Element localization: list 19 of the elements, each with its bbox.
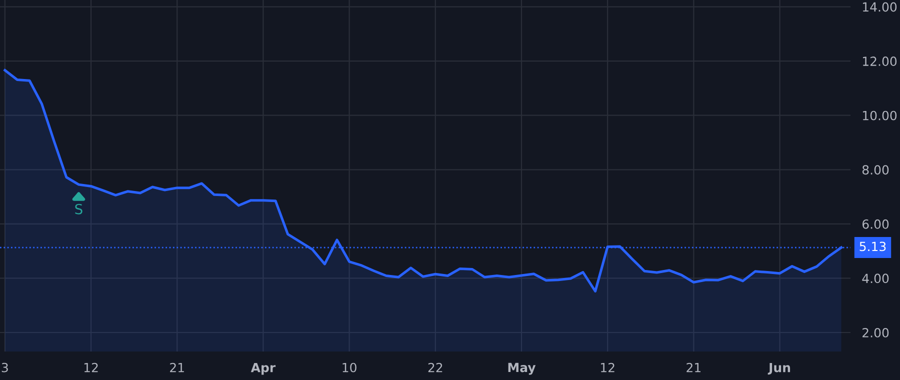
- x-tick-label: Apr: [250, 362, 276, 375]
- y-tick-label: 10.00: [862, 110, 897, 120]
- x-tick-label: 21: [170, 362, 184, 372]
- x-tick-label: 12: [601, 362, 614, 372]
- x-tick-label: Jun: [768, 362, 790, 375]
- x-tick-label: 3: [2, 362, 8, 372]
- x-tick-label: 22: [428, 362, 442, 372]
- ref-line-label: 5.13: [860, 242, 886, 252]
- x-tick-label: 21: [686, 362, 700, 372]
- x-tick-label: May: [508, 362, 536, 375]
- x-tick-label: 12: [84, 362, 98, 372]
- annotation: S: [75, 204, 82, 214]
- x-tick-label: 10: [342, 362, 356, 372]
- y-tick-label: 14.00: [862, 2, 897, 12]
- y-tick-label: 2.00: [862, 328, 889, 338]
- y-tick-label: 12.00: [862, 56, 897, 66]
- y-tick-label: 6.00: [862, 219, 889, 229]
- y-tick-label: 4.00: [862, 274, 889, 284]
- y-tick-label: 8.00: [862, 165, 889, 175]
